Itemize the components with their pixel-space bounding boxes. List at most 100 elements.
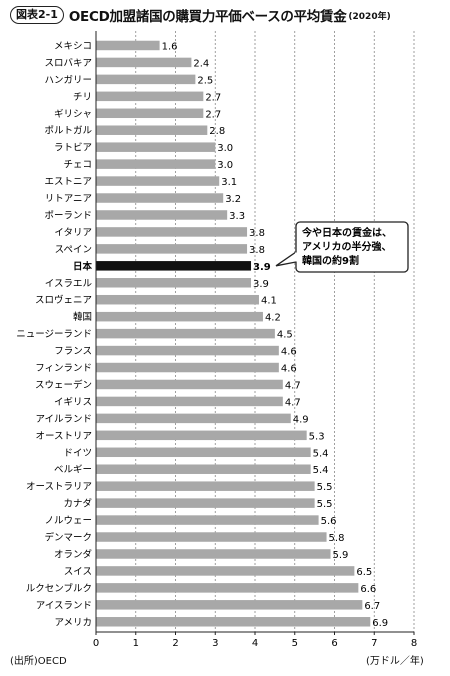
- value-label: 5.4: [313, 448, 329, 459]
- bar: [96, 227, 248, 237]
- bars: [96, 40, 371, 627]
- bar: [96, 74, 196, 85]
- bar: [96, 447, 311, 458]
- bar: [96, 40, 160, 51]
- value-label: 5.4: [313, 465, 329, 476]
- category-label: デンマーク: [44, 532, 92, 544]
- x-tick-label: 1: [133, 638, 139, 649]
- bar: [96, 244, 248, 254]
- category-label: ラトビア: [54, 143, 92, 154]
- bar: [96, 532, 327, 542]
- unit-label: (万ドル／年): [366, 656, 424, 667]
- bar: [96, 57, 192, 68]
- value-label: 6.6: [360, 584, 376, 595]
- category-label: スイス: [64, 566, 92, 577]
- category-label: ハンガリー: [44, 75, 92, 86]
- category-label: アメリカ: [54, 617, 92, 628]
- value-label: 4.7: [285, 397, 301, 408]
- category-label: スペイン: [55, 244, 92, 255]
- x-tick-label: 8: [411, 638, 417, 649]
- bar: [96, 430, 307, 441]
- category-label: ポーランド: [44, 210, 92, 221]
- value-label: 3.3: [229, 211, 245, 222]
- x-tick-label: 3: [212, 638, 218, 649]
- x-tick-label: 5: [292, 638, 298, 649]
- value-label: 5.6: [321, 516, 337, 527]
- bar: [96, 345, 279, 356]
- bar: [96, 261, 252, 271]
- bar: [96, 108, 204, 119]
- value-label: 4.1: [261, 296, 277, 307]
- value-label: 5.5: [317, 499, 333, 510]
- bar: [96, 566, 355, 576]
- value-label: 4.6: [281, 364, 297, 375]
- category-label: フィンランド: [35, 363, 92, 374]
- value-label: 4.9: [293, 414, 309, 425]
- category-label: ルクセンブルク: [26, 582, 92, 594]
- x-tick-label: 4: [252, 638, 258, 649]
- category-labels: メキシコスロバキアハンガリーチリギリシャポルトガルラトビアチェコエストニアリトア…: [16, 41, 92, 628]
- value-label: 1.6: [162, 41, 178, 52]
- value-label: 5.9: [333, 550, 349, 561]
- value-label: 4.6: [281, 347, 297, 358]
- category-label: ノルウェー: [44, 516, 92, 527]
- category-label: ギリシャ: [54, 109, 92, 120]
- value-label: 3.9: [253, 262, 271, 273]
- figure-label: 図表2-1: [10, 6, 64, 24]
- value-label: 5.5: [317, 482, 333, 493]
- bar: [96, 311, 263, 322]
- bar: [96, 159, 216, 169]
- value-labels: 1.6 2.4 2.5 2.7 2.7 2.8 3.0 3.0 3.1 3.2 3.3 3.8 3.8 3…: [162, 41, 389, 628]
- category-label: イギリス: [54, 397, 92, 408]
- source-note: (出所)OECD: [10, 656, 67, 667]
- category-label: リトアニア: [45, 194, 92, 205]
- callout-pointer: [275, 250, 297, 267]
- bar: [96, 125, 208, 135]
- value-label: 3.0: [217, 160, 233, 171]
- value-label: 2.7: [205, 92, 221, 103]
- chart-header: 図表2-1 OECD加盟諸国の購買力平価ベースの平均賃金 (2020年): [10, 6, 391, 25]
- category-label: エストニア: [44, 177, 92, 188]
- category-label: オランダ: [54, 548, 93, 560]
- bar: [96, 600, 363, 610]
- value-label: 6.9: [372, 618, 388, 629]
- bar: [96, 617, 371, 627]
- category-label: メキシコ: [54, 41, 92, 52]
- x-tick-label: 2: [172, 638, 178, 649]
- callout: 今や日本の賃金は、アメリカの半分強、韓国の約9割: [275, 221, 409, 273]
- callout-box: [295, 221, 409, 273]
- category-label: チェコ: [63, 160, 92, 171]
- value-label: 3.1: [221, 177, 237, 188]
- value-label: 5.3: [309, 431, 325, 442]
- category-label: スロヴェニア: [35, 294, 92, 306]
- bar: [96, 176, 220, 186]
- bar: [96, 515, 319, 525]
- bar: [96, 464, 311, 474]
- value-label: 6.5: [356, 567, 372, 578]
- callout-text: 韓国の約9割: [302, 254, 359, 267]
- bar: [96, 481, 315, 491]
- category-label: フランス: [54, 346, 92, 357]
- bar: [96, 278, 252, 288]
- category-label: アイルランド: [35, 414, 92, 425]
- bar: [96, 413, 291, 424]
- value-label: 3.8: [249, 245, 265, 256]
- category-label: イタリア: [54, 227, 92, 238]
- chart-title: OECD加盟諸国の購買力平価ベースの平均賃金: [68, 9, 347, 25]
- value-label: 3.0: [217, 143, 233, 154]
- category-label: 日本: [73, 260, 93, 272]
- callout-text: アメリカの半分強、: [302, 240, 392, 253]
- value-label: 3.2: [225, 194, 241, 205]
- chart-subtitle: (2020年): [348, 11, 391, 22]
- value-label: 4.7: [285, 380, 301, 391]
- value-label: 4.2: [265, 313, 281, 324]
- value-label: 2.5: [197, 75, 213, 86]
- bar: [96, 549, 331, 559]
- bar: [96, 91, 204, 102]
- value-label: 5.8: [329, 533, 345, 544]
- category-label: カナダ: [63, 498, 92, 510]
- x-axis: 0 1 2 3 4 5 6 7 8: [93, 31, 417, 649]
- category-label: 韓国: [73, 312, 92, 323]
- x-tick-label: 0: [93, 638, 99, 649]
- category-label: アイスランド: [36, 600, 92, 611]
